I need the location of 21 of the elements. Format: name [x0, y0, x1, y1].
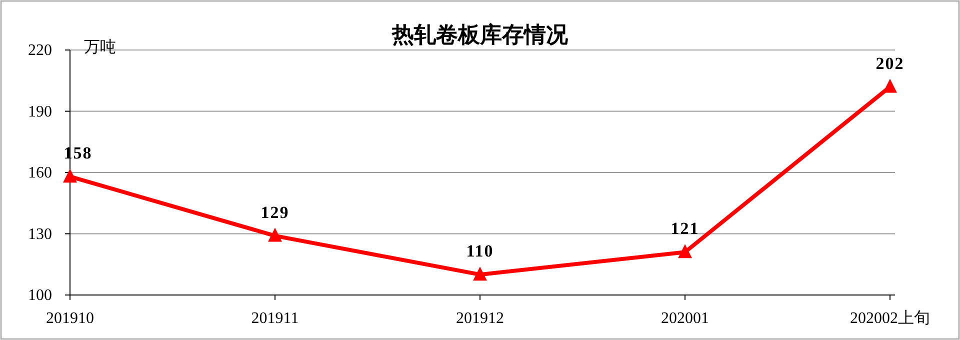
- data-label: 121: [670, 219, 700, 238]
- point: [268, 228, 282, 242]
- y-tick-label: 190: [28, 103, 52, 120]
- y-tick-label: 130: [28, 226, 52, 243]
- point: [63, 168, 77, 183]
- data-label: 202: [876, 54, 904, 73]
- data-label: 129: [260, 202, 290, 222]
- x-tick-label: 201910: [46, 310, 94, 327]
- x-tick-label: 201911: [251, 310, 299, 327]
- data-label: 110: [466, 242, 494, 261]
- y-tick-label: 100: [28, 287, 52, 304]
- x-tick-label: 202002上旬: [850, 309, 930, 327]
- point: [473, 266, 487, 281]
- y-tick-label: 220: [28, 42, 52, 59]
- point: [678, 244, 692, 258]
- y-tick-label: 160: [28, 164, 52, 182]
- point: [883, 78, 897, 93]
- chart-title: 热轧卷板库存情况: [391, 22, 569, 47]
- y-axis-title: 万吨: [84, 38, 116, 56]
- x-tick-label: 201912: [456, 310, 504, 327]
- x-tick-label: 202001: [661, 310, 709, 327]
